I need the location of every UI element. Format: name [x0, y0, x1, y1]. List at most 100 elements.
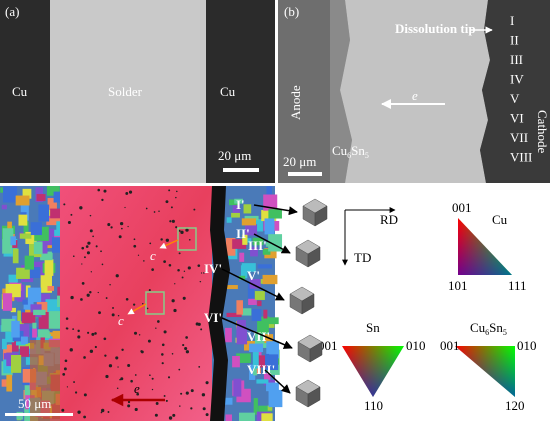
- grain: [268, 209, 282, 219]
- void: [72, 255, 75, 258]
- grain: [229, 199, 240, 206]
- void: [127, 363, 131, 367]
- void: [153, 211, 156, 213]
- void: [80, 298, 83, 301]
- grain: [1, 338, 7, 350]
- void: [190, 407, 193, 410]
- void: [87, 331, 90, 334]
- void: [181, 276, 184, 279]
- imc-strip: [208, 186, 230, 421]
- grain: [47, 285, 55, 291]
- grain: [27, 287, 42, 303]
- grain: [47, 198, 57, 211]
- grain: [40, 275, 52, 293]
- void: [104, 354, 107, 357]
- void: [161, 343, 165, 347]
- void: [81, 282, 85, 285]
- void: [73, 381, 75, 383]
- void: [167, 376, 171, 379]
- grain: [39, 331, 46, 349]
- grain: [20, 336, 28, 344]
- grain: [244, 215, 259, 221]
- cathode: [480, 0, 550, 183]
- void: [97, 188, 101, 192]
- void: [85, 245, 89, 248]
- void: [119, 221, 124, 226]
- grain: [253, 398, 258, 415]
- grain: [262, 249, 271, 255]
- grain-label: V': [247, 268, 260, 283]
- grain: [11, 320, 20, 338]
- grain-label: I': [236, 197, 245, 212]
- void: [161, 362, 164, 365]
- void: [83, 356, 86, 359]
- label: 010: [406, 338, 426, 353]
- grain: [266, 354, 279, 371]
- grain-label: VI': [204, 310, 222, 325]
- grain-stripe: [30, 340, 60, 421]
- void: [87, 241, 91, 245]
- grain: [256, 379, 269, 384]
- grain: [266, 382, 279, 392]
- void: [89, 349, 94, 353]
- void: [187, 266, 191, 270]
- grain: [266, 341, 279, 359]
- void: [180, 392, 183, 395]
- void: [142, 303, 144, 305]
- grain: [17, 310, 24, 325]
- label: 111: [508, 278, 527, 293]
- solder: [340, 0, 490, 183]
- void: [94, 332, 97, 335]
- grain: [242, 234, 248, 245]
- void: [137, 254, 140, 256]
- void: [127, 404, 131, 408]
- void: [199, 280, 202, 283]
- grain: [233, 378, 242, 397]
- grain: [11, 354, 22, 373]
- label: Cu6Sn5: [470, 320, 507, 337]
- grain: [239, 412, 255, 421]
- grain: [18, 324, 30, 337]
- grain: [11, 341, 19, 352]
- void: [66, 386, 68, 388]
- void: [101, 408, 105, 413]
- void: [121, 227, 123, 230]
- void: [89, 214, 92, 217]
- grain: [37, 329, 49, 338]
- grain: [246, 238, 252, 243]
- void: [67, 220, 71, 225]
- void: [72, 328, 75, 331]
- void: [185, 336, 188, 339]
- void: [133, 238, 136, 241]
- grain: [249, 364, 256, 380]
- grain: [15, 195, 30, 206]
- void: [107, 411, 110, 413]
- void: [185, 228, 189, 232]
- grain: [232, 203, 240, 218]
- void: [202, 407, 206, 411]
- void: [66, 327, 69, 330]
- void: [171, 353, 174, 355]
- void: [203, 272, 205, 274]
- void: [165, 399, 168, 402]
- grain: [36, 301, 48, 312]
- grain: [16, 267, 30, 279]
- void: [198, 365, 201, 368]
- grain: [19, 233, 32, 239]
- void: [81, 263, 83, 265]
- grain: [225, 237, 236, 256]
- void: [163, 395, 166, 397]
- grain: [24, 255, 34, 270]
- void: [173, 308, 177, 313]
- void: [74, 391, 78, 394]
- void: [193, 208, 196, 211]
- electron: e: [412, 88, 418, 103]
- void: [98, 311, 101, 315]
- void: [168, 416, 173, 420]
- grain: [257, 316, 269, 334]
- void: [63, 203, 66, 206]
- void: [151, 388, 154, 391]
- grain: [241, 263, 256, 272]
- void: [90, 271, 92, 273]
- void: [179, 405, 181, 407]
